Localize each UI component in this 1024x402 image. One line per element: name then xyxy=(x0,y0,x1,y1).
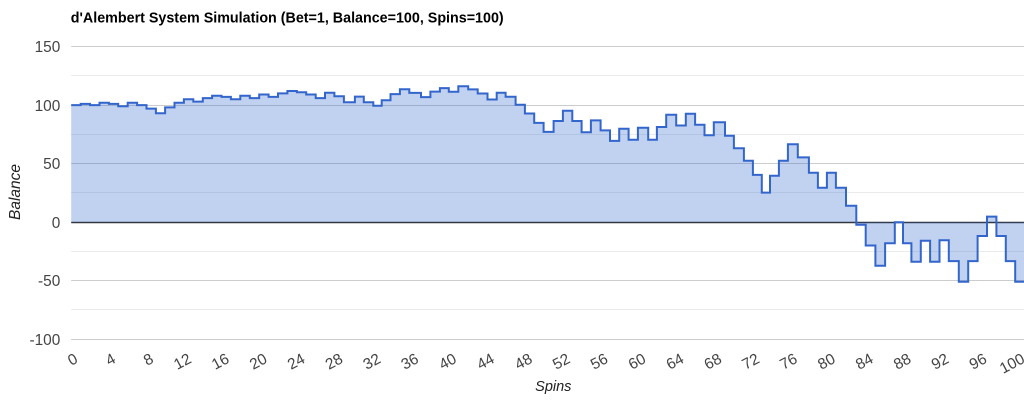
svg-text:150: 150 xyxy=(35,39,61,56)
svg-text:-100: -100 xyxy=(29,332,60,349)
svg-text:0: 0 xyxy=(52,215,61,232)
svg-text:100: 100 xyxy=(35,98,61,115)
svg-text:96: 96 xyxy=(967,351,990,374)
svg-text:88: 88 xyxy=(891,351,914,374)
svg-text:68: 68 xyxy=(702,351,725,374)
svg-text:24: 24 xyxy=(285,350,308,373)
svg-text:20: 20 xyxy=(247,351,270,374)
svg-text:48: 48 xyxy=(512,351,535,374)
svg-text:44: 44 xyxy=(474,350,497,373)
svg-text:Balance: Balance xyxy=(7,164,24,220)
svg-text:40: 40 xyxy=(436,351,459,374)
svg-text:80: 80 xyxy=(815,351,838,374)
svg-text:60: 60 xyxy=(626,351,649,374)
svg-text:84: 84 xyxy=(853,350,876,373)
svg-text:92: 92 xyxy=(929,351,952,374)
svg-text:50: 50 xyxy=(43,156,60,173)
svg-text:12: 12 xyxy=(171,351,194,374)
svg-text:d'Alembert System Simulation (: d'Alembert System Simulation (Bet=1, Bal… xyxy=(71,10,504,26)
svg-text:76: 76 xyxy=(777,351,800,374)
svg-text:64: 64 xyxy=(664,350,687,373)
svg-text:52: 52 xyxy=(550,351,573,374)
svg-text:32: 32 xyxy=(361,351,384,374)
svg-text:56: 56 xyxy=(588,351,611,374)
svg-text:-50: -50 xyxy=(38,273,60,290)
svg-text:16: 16 xyxy=(209,351,232,374)
svg-text:72: 72 xyxy=(739,351,762,374)
svg-text:36: 36 xyxy=(398,351,421,374)
svg-text:28: 28 xyxy=(323,351,346,374)
svg-text:Spins: Spins xyxy=(535,379,571,395)
